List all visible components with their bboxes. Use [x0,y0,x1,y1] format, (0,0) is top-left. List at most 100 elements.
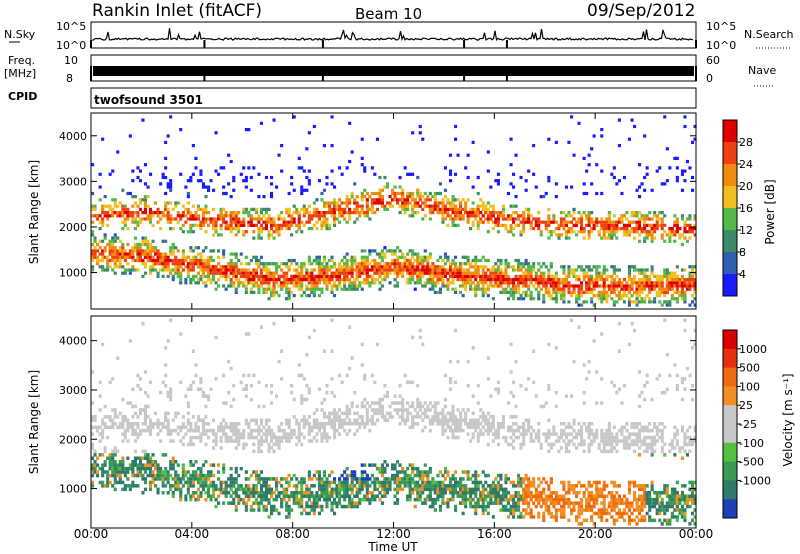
velocity-cell [106,425,110,429]
velocity-cell [113,470,117,474]
power-cell [691,188,695,192]
power-cell [98,227,102,231]
velocity-cell [116,356,120,360]
power-cell [201,182,205,186]
power-cell [630,220,634,224]
power-cell [443,207,447,211]
velocity-cell [118,473,122,478]
velocity-cell [179,477,183,481]
velocity-cell [295,487,299,492]
power-cell [310,281,314,285]
power-cell [408,195,412,199]
power-cell [237,258,241,263]
power-cell [438,207,442,211]
nsearch-label: N.Search [744,28,794,41]
power-cell [257,230,261,234]
power-cell [292,217,296,221]
power-cell [665,284,669,288]
power-cell [567,236,571,240]
power-cell [103,249,107,253]
velocity-cell [290,435,294,440]
power-cell [426,255,430,259]
velocity-cell [370,422,374,426]
power-cell [338,265,342,269]
velocity-cell [103,404,107,409]
power-cell [259,274,263,278]
velocity-cell [436,415,440,419]
velocity-cell [171,418,175,422]
velocity-cell [370,473,374,478]
power-cell [673,271,677,275]
velocity-cell [340,473,344,478]
power-cell [416,268,420,272]
power-cell [113,271,117,275]
velocity-cell [343,497,347,502]
power-cell [154,252,158,256]
power-cell [272,281,276,285]
power-cell [285,274,289,278]
power-cell [587,274,591,278]
power-cell [270,217,274,221]
velocity-cell [179,425,183,429]
power-cell [350,211,354,215]
velocity-cell [431,504,435,509]
power-cell [373,198,377,202]
power-cell [693,303,697,307]
power-cell [691,271,695,275]
velocity-cell [133,439,137,443]
power-cell [297,281,301,285]
velocity-cell [244,422,248,426]
power-cell [580,230,584,234]
power-cell [547,217,551,221]
power-cell [670,278,674,282]
velocity-cell [403,422,407,426]
power-cell [590,182,594,186]
velocity-cell [264,384,268,388]
velocity-cell [128,339,132,343]
power-cell [159,227,163,231]
velocity-cell [111,453,115,457]
power-cell [161,239,165,243]
velocity-cell [320,477,324,481]
power-cell [348,265,352,269]
velocity-cell [340,380,344,385]
power-cell [559,287,563,291]
velocity-cell [398,470,402,474]
power-cell [506,297,510,301]
power-cell [232,265,236,269]
power-cell [184,185,188,189]
power-cell [161,252,165,256]
power-cell [602,290,606,294]
power-cell [259,278,263,282]
power-cell [627,287,631,291]
velocity-cell [380,494,384,498]
power-cell [607,230,611,234]
power-cell [527,294,531,298]
power-cell [365,201,369,205]
power-cell [116,249,120,253]
velocity-cell [393,401,397,405]
power-cell [675,227,679,231]
velocity-cell [259,477,263,481]
power-cell [257,195,261,199]
velocity-cell [131,425,135,429]
power-cell [161,255,165,259]
velocity-cell [164,415,168,419]
power-cell [693,278,697,282]
power-cell [476,211,480,215]
power-cell [466,281,470,285]
power-cell [244,278,248,282]
velocity-cell [353,422,357,426]
velocity-cell [411,418,415,422]
power-cell [204,268,208,272]
power-cell [91,163,95,167]
power-cell [224,227,228,231]
velocity-cell [121,397,125,402]
power-cell [433,265,437,269]
power-cell [267,268,271,272]
freq-left-tick-bottom: 8 [66,72,73,85]
power-cell [514,274,518,278]
power-cell [509,223,513,227]
station-title: Rankin Inlet (fitACF) [92,1,262,21]
power-cell [121,211,125,215]
